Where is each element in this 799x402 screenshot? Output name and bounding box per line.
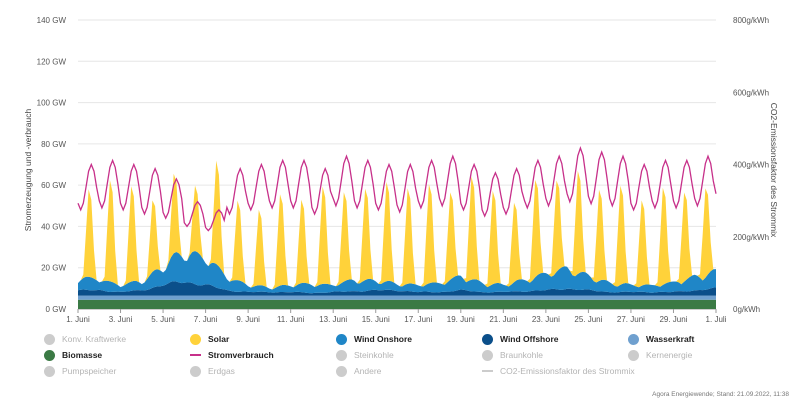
legend-swatch [190, 333, 201, 345]
legend-swatch [482, 333, 493, 345]
y-left-tick: 0 GW [46, 305, 67, 314]
legend-swatch [482, 349, 493, 361]
area-wasserkraft [78, 295, 716, 300]
x-tick: 19. Juni [447, 315, 475, 324]
legend-label: Wind Offshore [500, 334, 559, 344]
legend-swatch [336, 333, 347, 345]
legend-label: Erdgas [208, 366, 235, 376]
y-left-tick: 40 GW [41, 222, 66, 231]
legend-label: Steinkohle [354, 350, 394, 360]
legend-label: Wasserkraft [646, 334, 695, 344]
legend-label: Konv. Kraftwerke [62, 334, 127, 344]
legend-label: Kernenergie [646, 350, 693, 360]
y-right-tick: 0g/kWh [733, 305, 760, 314]
legend-item[interactable]: Biomasse [44, 348, 102, 362]
x-tick: 7. Juni [194, 315, 218, 324]
legend-label: Andere [354, 366, 382, 376]
legend-label: Solar [208, 334, 230, 344]
y-left-tick: 100 GW [37, 99, 67, 108]
area-series [78, 160, 716, 309]
legend-item[interactable]: Pumpspeicher [44, 364, 116, 378]
x-tick: 3. Juni [109, 315, 133, 324]
x-tick: 15. Juni [362, 315, 390, 324]
legend-swatch [190, 365, 201, 377]
area-wind-onshore [78, 251, 716, 294]
legend-item[interactable]: CO2-Emissionsfaktor des Strommix [482, 364, 635, 378]
legend-item[interactable]: Konv. Kraftwerke [44, 332, 126, 346]
x-tick: 27. Juni [617, 315, 645, 324]
line-stromverbrauch [77, 145, 717, 232]
x-tick: 17. Juni [404, 315, 432, 324]
legend-swatch [336, 365, 347, 377]
axis-ticks: 0 GW 20 GW 40 GW 60 GW 80 GW 100 GW 120 GW 140 … [37, 16, 769, 324]
legend-item[interactable]: Andere [336, 364, 381, 378]
y-left-tick: 120 GW [37, 57, 67, 66]
legend-item[interactable]: Solar [190, 332, 229, 346]
area-solar [78, 160, 716, 290]
y-right-tick: 600g/kWh [733, 88, 769, 97]
area-wind-offshore [78, 281, 716, 296]
x-tick: 1. Juni [66, 315, 90, 324]
legend-swatch [190, 354, 201, 356]
legend-item[interactable]: Kernenergie [628, 348, 692, 362]
y-right-tick: 200g/kWh [733, 233, 769, 242]
legend-swatch [482, 370, 493, 372]
line-series [77, 145, 717, 232]
legend-swatch [44, 333, 55, 345]
x-tick: 23. Juni [532, 315, 560, 324]
legend-swatch [44, 365, 55, 377]
y-right-tick: 400g/kWh [733, 161, 769, 170]
x-tick: 25. Juni [574, 315, 602, 324]
legend-item[interactable]: Stromverbrauch [190, 348, 274, 362]
y-right-axis-title: CO2-Emissionsfaktor des Strommix [769, 103, 779, 238]
y-left-tick: 60 GW [41, 181, 66, 190]
legend-label: Pumpspeicher [62, 366, 117, 376]
legend-item[interactable]: Wasserkraft [628, 332, 694, 346]
legend-label: Biomasse [62, 350, 103, 360]
legend-item[interactable]: Wind Offshore [482, 332, 558, 346]
legend-item[interactable]: Wind Onshore [336, 332, 412, 346]
legend-item[interactable]: Steinkohle [336, 348, 394, 362]
legend-label: CO2-Emissionsfaktor des Strommix [500, 366, 635, 376]
legend-swatch [628, 349, 639, 361]
source-note: Agora Energiewende; Stand: 21.09.2022, 1… [652, 391, 789, 398]
y-left-axis-title: Stromerzeugung und -verbrauch [23, 109, 33, 232]
x-tick: 29. Juni [659, 315, 687, 324]
legend-swatch [628, 333, 639, 345]
y-left-tick: 20 GW [41, 264, 66, 273]
y-right-tick: 800g/kWh [733, 16, 769, 25]
legend-item[interactable]: Erdgas [190, 364, 235, 378]
x-tick: 1. Juli [706, 315, 727, 324]
legend-item[interactable]: Braunkohle [482, 348, 543, 362]
legend-swatch [336, 349, 347, 361]
area-biomasse [78, 299, 716, 309]
x-tick: 13. Juni [319, 315, 347, 324]
x-tick: 21. Juni [489, 315, 517, 324]
x-tick: 11. Juni [277, 315, 305, 324]
y-left-tick: 140 GW [37, 16, 67, 25]
legend-label: Wind Onshore [354, 334, 413, 344]
x-tick: 5. Juni [151, 315, 175, 324]
legend-label: Stromverbrauch [208, 350, 274, 360]
y-left-tick: 80 GW [41, 140, 66, 149]
x-tick: 9. Juni [236, 315, 260, 324]
legend-swatch [44, 349, 55, 361]
legend: Konv. Kraftwerke Solar Wind Onshore Wind Of… [44, 332, 784, 382]
legend-label: Braunkohle [500, 350, 544, 360]
